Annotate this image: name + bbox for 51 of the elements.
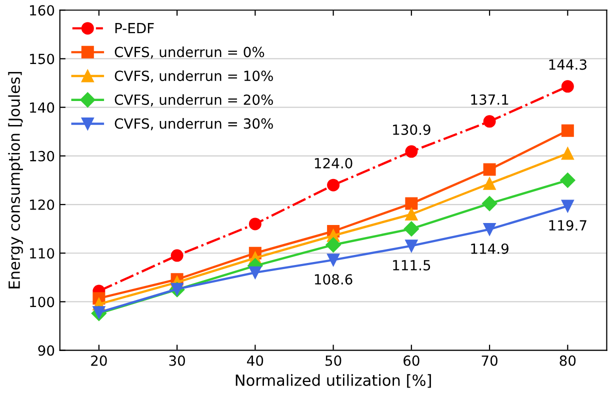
y-tick-label: 100 — [30, 296, 54, 308]
point — [327, 178, 340, 192]
point — [561, 200, 574, 212]
annotation: 124.0 — [314, 158, 352, 169]
annotation: 111.5 — [393, 260, 430, 270]
point — [483, 115, 496, 128]
legend-label: P-EDF — [115, 23, 154, 34]
legend-label: CVFS, underrun = 20% — [114, 94, 273, 106]
legend-label: CVFS, underrun = 30% — [114, 118, 273, 130]
y-tick-label: 140 — [30, 102, 54, 113]
annotation: 114.9 — [471, 243, 508, 254]
x-tick-label: 40 — [247, 355, 264, 366]
point — [561, 124, 574, 137]
point — [405, 145, 418, 158]
annotation: 119.7 — [549, 220, 586, 231]
annotation: 130.9 — [393, 124, 430, 135]
y-tick-label: 120 — [30, 199, 54, 210]
x-tick-label: 60 — [404, 355, 420, 366]
y-axis-title: Energy consumption [Joules] — [8, 72, 23, 288]
point — [483, 163, 496, 176]
point — [561, 147, 574, 160]
point — [483, 223, 496, 236]
x-axis-title: Normalized utilization [%] — [236, 374, 431, 388]
point — [404, 221, 419, 236]
point — [405, 240, 418, 252]
y-tick-label: 110 — [30, 248, 54, 259]
annotation: 108.6 — [314, 274, 352, 285]
point — [405, 208, 418, 220]
y-tick-label: 150 — [30, 54, 54, 64]
annotation: 137.1 — [471, 94, 508, 105]
x-tick-label: 20 — [91, 355, 107, 366]
x-tick-label: 50 — [326, 355, 342, 366]
x-tick-label: 30 — [169, 355, 185, 366]
x-tick-label: 70 — [482, 355, 498, 366]
point — [560, 172, 576, 188]
point — [482, 196, 498, 212]
annotation: 144.3 — [549, 59, 586, 70]
y-tick-label: 90 — [38, 345, 54, 356]
point — [248, 218, 262, 230]
point — [561, 80, 574, 93]
y-tick-label: 160 — [30, 5, 54, 16]
legend-label: CVFS, underrun = 0% — [114, 46, 264, 59]
point — [248, 266, 262, 279]
y-tick-label: 130 — [30, 150, 54, 162]
point — [483, 177, 496, 190]
point — [326, 237, 341, 252]
point — [405, 197, 418, 210]
legend-label: CVFS, underrun = 10% — [114, 70, 273, 83]
x-tick-label: 80 — [560, 355, 576, 366]
point — [327, 254, 340, 266]
point — [170, 249, 184, 262]
